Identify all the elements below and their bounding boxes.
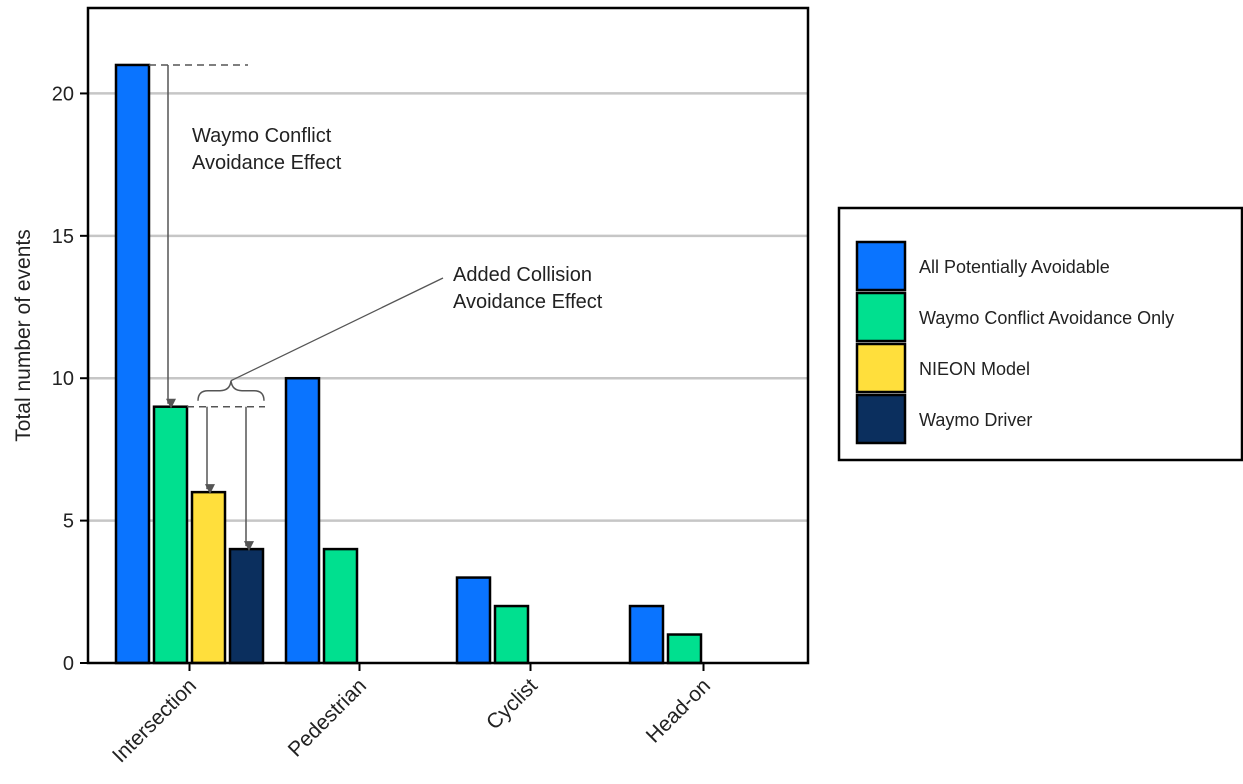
bar: [114, 63, 151, 665]
leader-line: [230, 277, 444, 382]
legend-swatch: [855, 291, 907, 343]
gridlines: [88, 92, 808, 522]
y-tick-label: 15: [52, 226, 74, 248]
bar: [455, 576, 492, 665]
x-tick-label: Intersection: [108, 674, 201, 767]
x-tick-label: Cyclist: [482, 674, 542, 734]
y-tick-label: 20: [52, 83, 74, 105]
bar: [322, 547, 359, 665]
bar: [190, 490, 227, 665]
annotation-text: Added Collision: [453, 264, 592, 286]
legend-label: All Potentially Avoidable: [919, 257, 1110, 277]
annotation-text: Avoidance Effect: [453, 291, 603, 313]
legend-swatch: [855, 393, 907, 445]
legend: All Potentially Avoidable Waymo Conflict …: [837, 206, 1243, 462]
bar: [493, 604, 530, 665]
brace: [197, 380, 265, 401]
y-tick-label: 10: [52, 368, 74, 390]
legend-label: Waymo Driver: [919, 410, 1032, 430]
y-axis-title: Total number of events: [12, 229, 35, 441]
y-tick-label: 0: [63, 653, 74, 675]
legend-swatch: [855, 342, 907, 394]
annotation-text: Avoidance Effect: [192, 152, 342, 174]
bar: [152, 405, 189, 665]
x-tick-label: Head-on: [642, 674, 715, 747]
legend-label: NIEON Model: [919, 359, 1030, 379]
x-tick-label: Pedestrian: [284, 674, 371, 761]
legend-label: Waymo Conflict Avoidance Only: [919, 308, 1174, 328]
annotation-text: Waymo Conflict: [192, 125, 332, 147]
bar: [228, 547, 265, 665]
legend-swatch: [855, 240, 907, 292]
y-axis: 0 5 10 15 20: [52, 83, 88, 675]
bar: [628, 604, 665, 665]
annotations: Waymo Conflict Avoidance Effect Added Coll…: [149, 64, 603, 552]
y-tick-label: 5: [63, 511, 74, 533]
bar: [666, 633, 703, 665]
x-axis: Intersection Pedestrian Cyclist Head-on: [108, 663, 715, 767]
plot-frame: [86, 6, 810, 665]
bar: [284, 376, 321, 665]
